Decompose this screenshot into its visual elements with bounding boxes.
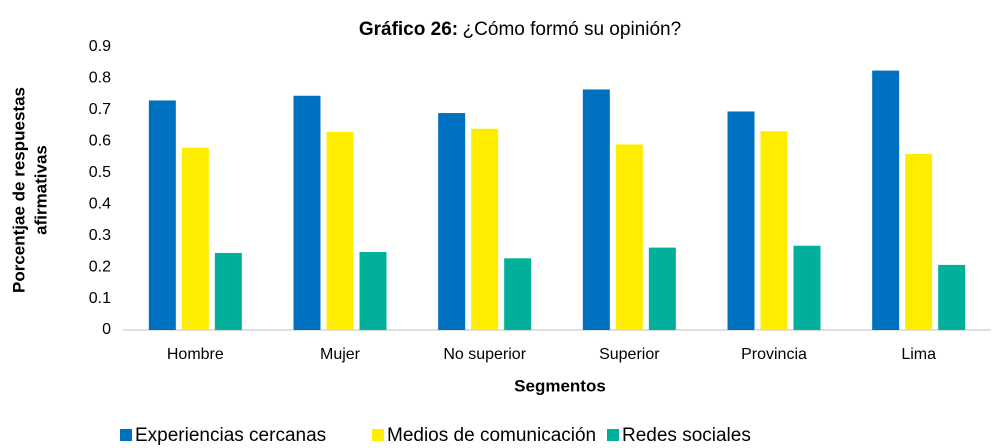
bar: [793, 245, 821, 330]
y-tick-label: 0.2: [89, 258, 111, 275]
x-axis-label: Segmentos: [514, 376, 606, 395]
bar: [760, 131, 788, 330]
bar: [504, 258, 532, 330]
bar: [148, 100, 176, 330]
bar: [214, 252, 242, 330]
y-tick-label: 0.3: [89, 227, 111, 244]
y-axis-label: Porcentjae de respuestas: [9, 87, 28, 293]
x-tick-label: Hombre: [167, 346, 224, 363]
title-label: Gráfico 26:: [359, 19, 458, 40]
legend-label: Redes sociales: [622, 425, 751, 446]
bar: [471, 128, 499, 330]
bar: [293, 95, 321, 330]
y-tick-label: 0.5: [89, 164, 111, 181]
bar: [905, 153, 933, 330]
y-tick-label: 0.9: [89, 38, 111, 55]
y-axis-label: afirmativas: [31, 145, 50, 235]
legend-label: Medios de comunicación: [387, 425, 596, 446]
x-tick-label: Provincia: [741, 346, 807, 363]
x-tick-label: No superior: [443, 346, 526, 363]
bar: [872, 70, 900, 330]
bar: [938, 264, 966, 330]
bar: [181, 147, 209, 330]
y-tick-label: 0.4: [89, 195, 111, 212]
x-tick-label: Mujer: [320, 346, 361, 363]
legend-swatch: [372, 429, 384, 441]
chart-title: Gráfico 26: ¿Cómo formó su opinión?: [359, 19, 681, 40]
bar: [326, 131, 354, 330]
bar: [648, 247, 676, 330]
bar: [615, 144, 643, 330]
legend-swatch: [607, 429, 619, 441]
y-tick-label: 0.7: [89, 101, 111, 118]
legend-label: Experiencias cercanas: [135, 425, 326, 446]
x-tick-label: Lima: [901, 346, 936, 363]
bar: [438, 113, 466, 331]
x-tick-label: Superior: [599, 346, 660, 363]
y-tick-label: 0.6: [89, 133, 111, 150]
y-tick-label: 0: [102, 321, 111, 338]
y-tick-label: 0.1: [89, 290, 111, 307]
y-tick-label: 0.8: [89, 70, 111, 87]
legend-swatch: [120, 429, 132, 441]
bar: [727, 111, 755, 330]
bar: [582, 89, 610, 330]
bar: [359, 252, 387, 330]
title-text: ¿Cómo formó su opinión?: [463, 19, 682, 40]
